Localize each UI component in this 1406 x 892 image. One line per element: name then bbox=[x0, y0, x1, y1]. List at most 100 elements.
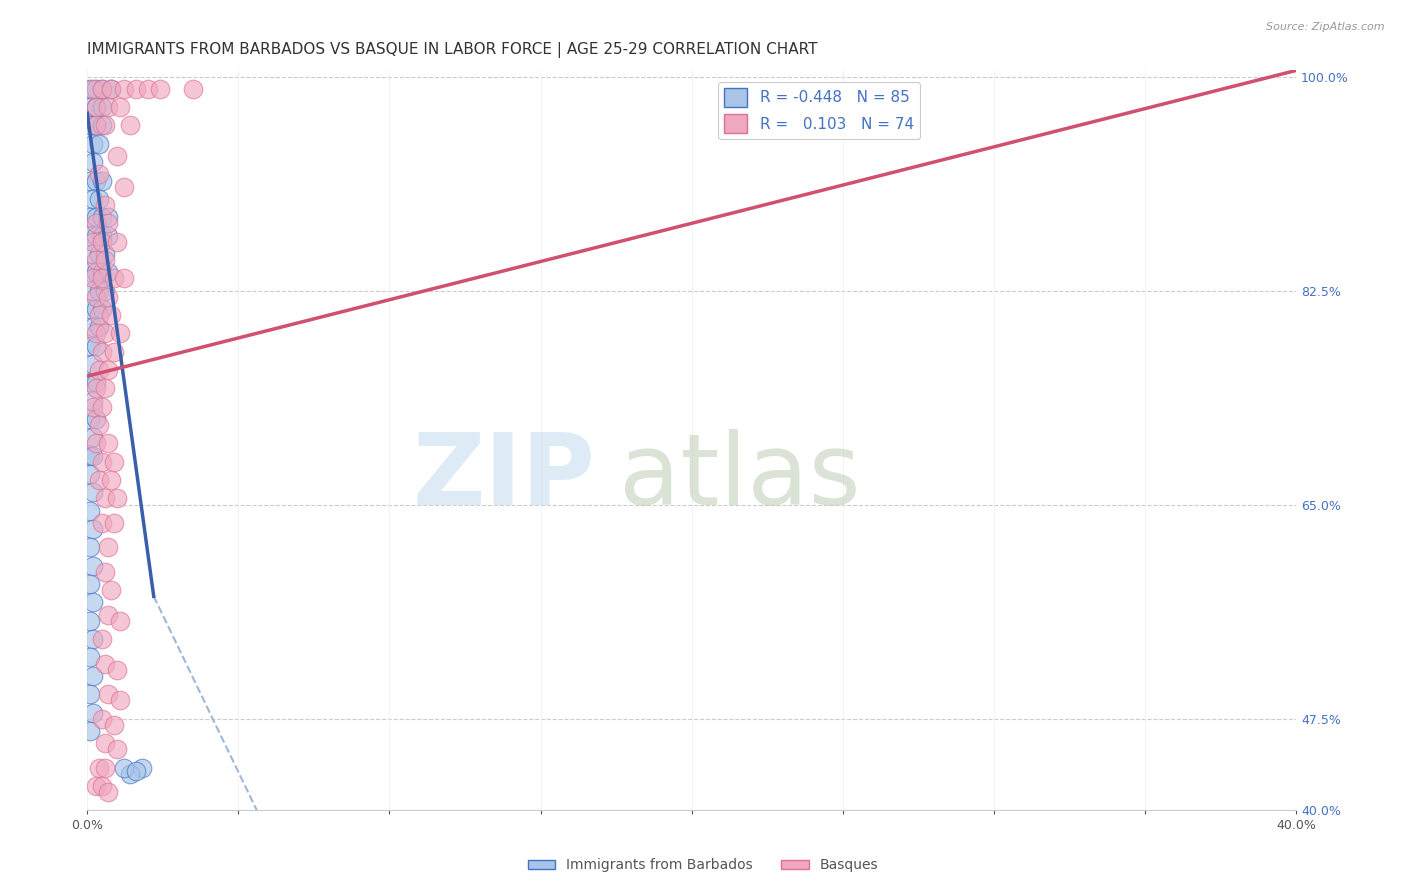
Text: atlas: atlas bbox=[619, 429, 860, 526]
Point bbox=[97, 541, 120, 555]
Point bbox=[84, 216, 107, 230]
Point bbox=[79, 100, 101, 114]
Point bbox=[82, 393, 104, 408]
Point bbox=[91, 173, 114, 187]
Point bbox=[91, 400, 114, 414]
Point bbox=[89, 136, 111, 151]
Point bbox=[91, 712, 114, 726]
Point bbox=[84, 100, 107, 114]
Point bbox=[79, 723, 101, 738]
Point bbox=[100, 82, 122, 96]
Point bbox=[91, 455, 114, 469]
Point bbox=[91, 82, 114, 96]
Point bbox=[82, 284, 104, 298]
Point bbox=[89, 363, 111, 377]
Point bbox=[79, 82, 101, 96]
Point bbox=[89, 167, 111, 181]
Text: ZIP: ZIP bbox=[412, 429, 595, 526]
Point bbox=[100, 473, 122, 487]
Point bbox=[124, 764, 146, 779]
Text: Source: ZipAtlas.com: Source: ZipAtlas.com bbox=[1267, 22, 1385, 32]
Point bbox=[91, 210, 114, 224]
Point bbox=[94, 198, 117, 212]
Point bbox=[79, 541, 101, 555]
Point bbox=[84, 779, 107, 793]
Point bbox=[82, 558, 104, 573]
Point bbox=[107, 742, 129, 756]
Point bbox=[82, 155, 104, 169]
Point bbox=[82, 449, 104, 463]
Point bbox=[91, 100, 114, 114]
Point bbox=[100, 82, 122, 96]
Point bbox=[94, 736, 117, 750]
Point bbox=[82, 357, 104, 371]
Point bbox=[149, 82, 172, 96]
Point bbox=[82, 669, 104, 683]
Point bbox=[103, 516, 125, 530]
Point bbox=[91, 271, 114, 285]
Point bbox=[91, 228, 114, 243]
Point bbox=[94, 381, 117, 395]
Point bbox=[82, 430, 104, 444]
Point bbox=[110, 693, 132, 707]
Point bbox=[91, 265, 114, 279]
Point bbox=[124, 82, 146, 96]
Point bbox=[97, 290, 120, 304]
Point bbox=[97, 216, 120, 230]
Point bbox=[91, 344, 114, 359]
Point bbox=[79, 449, 101, 463]
Point bbox=[79, 467, 101, 481]
Point bbox=[82, 235, 104, 249]
Point bbox=[100, 583, 122, 598]
Point bbox=[107, 663, 129, 677]
Point bbox=[79, 614, 101, 628]
Point bbox=[94, 119, 117, 133]
Point bbox=[84, 228, 107, 243]
Legend: R = -0.448   N = 85, R =   0.103   N = 74: R = -0.448 N = 85, R = 0.103 N = 74 bbox=[718, 82, 920, 139]
Point bbox=[112, 82, 135, 96]
Point bbox=[84, 290, 107, 304]
Point bbox=[82, 400, 104, 414]
Point bbox=[84, 381, 107, 395]
Point bbox=[82, 247, 104, 261]
Point bbox=[94, 657, 117, 671]
Point bbox=[94, 326, 117, 341]
Point bbox=[103, 344, 125, 359]
Point bbox=[84, 210, 107, 224]
Point bbox=[91, 235, 114, 249]
Point bbox=[79, 265, 101, 279]
Point bbox=[84, 173, 107, 187]
Point bbox=[84, 252, 107, 267]
Point bbox=[79, 687, 101, 701]
Point bbox=[97, 363, 120, 377]
Point bbox=[82, 192, 104, 206]
Point bbox=[107, 491, 129, 506]
Point bbox=[91, 516, 114, 530]
Point bbox=[112, 271, 135, 285]
Point bbox=[84, 119, 107, 133]
Point bbox=[89, 473, 111, 487]
Point bbox=[91, 779, 114, 793]
Point bbox=[97, 436, 120, 450]
Point bbox=[79, 376, 101, 390]
Point bbox=[97, 785, 120, 799]
Point bbox=[84, 301, 107, 316]
Point bbox=[84, 326, 107, 341]
Point bbox=[84, 338, 107, 352]
Point bbox=[84, 376, 107, 390]
Point bbox=[97, 228, 120, 243]
Point bbox=[94, 491, 117, 506]
Point bbox=[91, 119, 114, 133]
Point bbox=[94, 565, 117, 579]
Point bbox=[79, 650, 101, 665]
Point bbox=[103, 455, 125, 469]
Point bbox=[79, 301, 101, 316]
Point bbox=[82, 271, 104, 285]
Point bbox=[82, 632, 104, 647]
Point bbox=[82, 320, 104, 334]
Point bbox=[107, 149, 129, 163]
Point bbox=[79, 504, 101, 518]
Point bbox=[91, 82, 114, 96]
Point bbox=[79, 173, 101, 187]
Point bbox=[84, 265, 107, 279]
